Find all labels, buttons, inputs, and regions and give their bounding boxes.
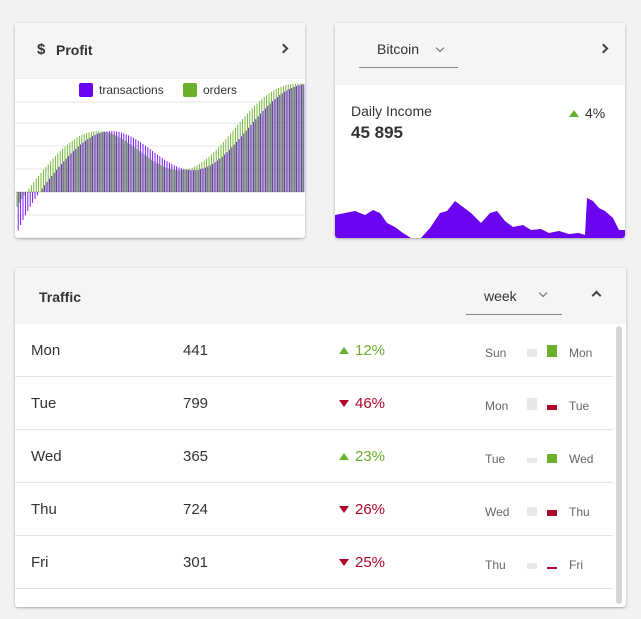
row-cur-day: Mon [569, 346, 593, 360]
profit-header[interactable]: $ Profit [15, 23, 305, 78]
row-change-value: 46% [355, 395, 386, 412]
crypto-select-value: Bitcoin [377, 41, 420, 57]
traffic-list: Mon 441 12% Sun Mon Tue 799 46% Mon Tue Wed 365 23% T… [15, 324, 613, 589]
daily-income-label: Daily Income [351, 103, 432, 119]
chevron-right-icon[interactable] [598, 43, 609, 54]
table-row[interactable]: Fri 301 25% Thu Fri [15, 536, 613, 589]
legend-label-orders: orders [203, 83, 237, 97]
row-cur-day: Wed [569, 452, 594, 466]
row-change: 23% [339, 448, 385, 465]
chevron-up-icon[interactable] [591, 290, 602, 301]
profit-chart: transactions orders [15, 78, 305, 238]
trend-up-icon [569, 110, 579, 117]
profit-title: Profit [56, 42, 93, 58]
prev-day-bar [527, 349, 537, 357]
row-change: 46% [339, 395, 385, 412]
chart-legend: transactions orders [79, 83, 237, 97]
trend-up-icon [339, 347, 349, 354]
legend-swatch-transactions [79, 83, 93, 97]
income-trend: 4% [569, 105, 605, 121]
row-count: 799 [183, 395, 209, 412]
row-prev-day: Sun [485, 346, 507, 360]
table-row[interactable]: Tue 799 46% Mon Tue [15, 377, 613, 430]
row-count: 724 [183, 501, 209, 518]
row-change: 26% [339, 501, 385, 518]
row-day: Mon [31, 342, 61, 359]
dollar-icon: $ [37, 41, 46, 58]
prev-day-bar [527, 398, 537, 410]
row-count: 365 [183, 448, 209, 465]
traffic-card: Traffic week Mon 441 12% Sun Mon Tue 799 46% Mon… [15, 268, 626, 607]
row-change: 25% [339, 554, 385, 571]
row-count: 441 [183, 342, 209, 359]
income-area [335, 198, 625, 238]
legend-label-transactions: transactions [99, 83, 164, 97]
row-change: 12% [339, 342, 385, 359]
trend-down-icon [339, 559, 349, 566]
period-select-value: week [484, 288, 517, 304]
period-select[interactable]: week [466, 278, 562, 315]
chevron-down-icon [435, 43, 445, 53]
row-count: 301 [183, 554, 209, 571]
row-change-value: 12% [355, 342, 386, 359]
row-change-value: 26% [355, 501, 386, 518]
chevron-right-icon[interactable] [278, 43, 289, 54]
prev-day-bar [527, 507, 537, 516]
row-day: Tue [31, 395, 57, 412]
trend-down-icon [339, 506, 349, 513]
traffic-title: Traffic [39, 289, 82, 305]
row-prev-day: Tue [485, 452, 506, 466]
scrollbar[interactable] [616, 326, 622, 604]
cur-day-bar [547, 567, 557, 569]
row-change-value: 23% [355, 448, 386, 465]
crypto-select[interactable]: Bitcoin [359, 23, 458, 68]
table-row[interactable]: Wed 365 23% Tue Wed [15, 430, 613, 483]
chevron-down-icon [538, 288, 548, 298]
daily-income-value: 45 895 [351, 123, 403, 142]
row-day: Thu [31, 501, 57, 518]
row-day: Fri [31, 554, 49, 571]
cur-day-bar [547, 454, 557, 463]
table-row[interactable]: Mon 441 12% Sun Mon [15, 324, 613, 377]
cur-day-bar [547, 405, 557, 410]
trend-down-icon [339, 400, 349, 407]
traffic-header: Traffic week [15, 268, 626, 324]
prev-day-bar [527, 458, 537, 463]
bitcoin-header: Bitcoin [335, 23, 625, 85]
income-area-chart [335, 198, 625, 238]
row-day: Wed [31, 448, 62, 465]
profit-card: $ Profit transactions orders [15, 23, 305, 238]
row-prev-day: Wed [485, 505, 510, 519]
cur-day-bar [547, 345, 557, 357]
row-prev-day: Thu [485, 558, 506, 572]
trend-up-icon [339, 453, 349, 460]
row-cur-day: Thu [569, 505, 590, 519]
row-prev-day: Mon [485, 399, 509, 413]
table-row[interactable]: Thu 724 26% Wed Thu [15, 483, 613, 536]
cur-day-bar [547, 510, 557, 516]
legend-swatch-orders [183, 83, 197, 97]
bitcoin-card: Bitcoin Daily Income 45 895 4% [335, 23, 625, 238]
prev-day-bar [527, 563, 537, 569]
row-cur-day: Tue [569, 399, 590, 413]
row-change-value: 25% [355, 554, 386, 571]
income-trend-value: 4% [585, 105, 606, 121]
row-cur-day: Fri [569, 558, 583, 572]
